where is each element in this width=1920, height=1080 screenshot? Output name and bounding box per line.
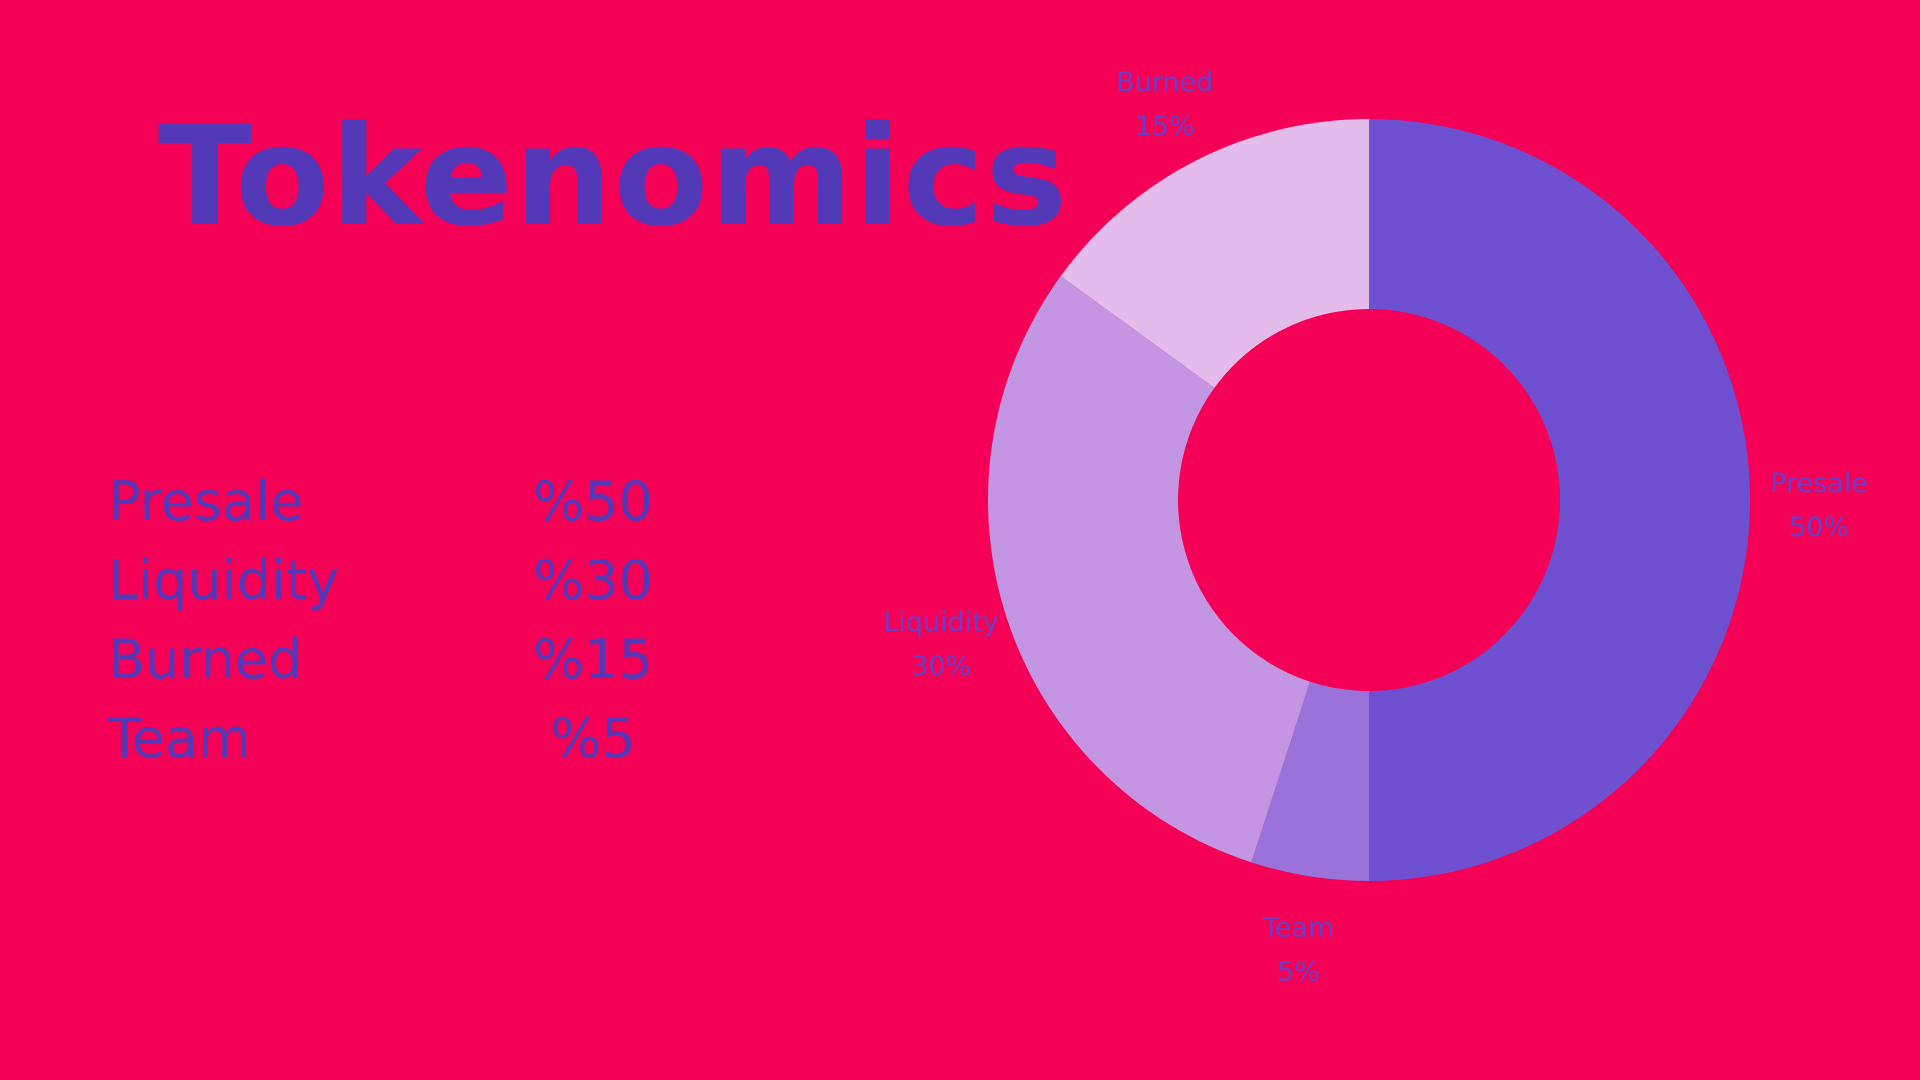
legend-value: %5: [550, 707, 636, 770]
legend-value: %30: [532, 549, 654, 612]
tokenomics-legend: Presale %50 Liquidity %30 Burned %15 Tea…: [108, 462, 668, 778]
slice-label-value: 5%: [1277, 956, 1320, 987]
legend-label: Presale: [108, 470, 304, 533]
legend-value: %50: [532, 470, 654, 533]
legend-value: %15: [532, 628, 654, 691]
slice-label-name: Liquidity: [883, 607, 999, 638]
slice-label-value: 50%: [1789, 512, 1849, 543]
legend-row-team: Team %5: [108, 699, 668, 778]
donut-slice-presale: [1369, 119, 1750, 881]
slice-label-burned: Burned 15%: [1116, 67, 1213, 142]
slice-label-name: Presale: [1770, 468, 1868, 499]
legend-label: Liquidity: [108, 549, 340, 612]
legend-label: Burned: [108, 628, 303, 691]
slice-label-value: 30%: [911, 651, 971, 682]
slice-label-team: Team 5%: [1262, 912, 1334, 987]
donut-slice-liquidity: [987, 276, 1310, 863]
legend-row-burned: Burned %15: [108, 620, 668, 699]
slice-label-name: Team: [1262, 912, 1334, 943]
slice-label-liquidity: Liquidity 30%: [883, 607, 999, 682]
slice-label-name: Burned: [1116, 67, 1213, 98]
legend-row-liquidity: Liquidity %30: [108, 541, 668, 620]
page-title: Tokenomics: [158, 96, 1069, 257]
donut-slice-burned: [1060, 119, 1369, 388]
slice-label-presale: Presale 50%: [1770, 468, 1868, 543]
legend-label: Team: [108, 707, 251, 770]
slice-label-value: 15%: [1135, 111, 1195, 142]
donut-slice-team: [1251, 681, 1369, 881]
legend-row-presale: Presale %50: [108, 462, 668, 541]
